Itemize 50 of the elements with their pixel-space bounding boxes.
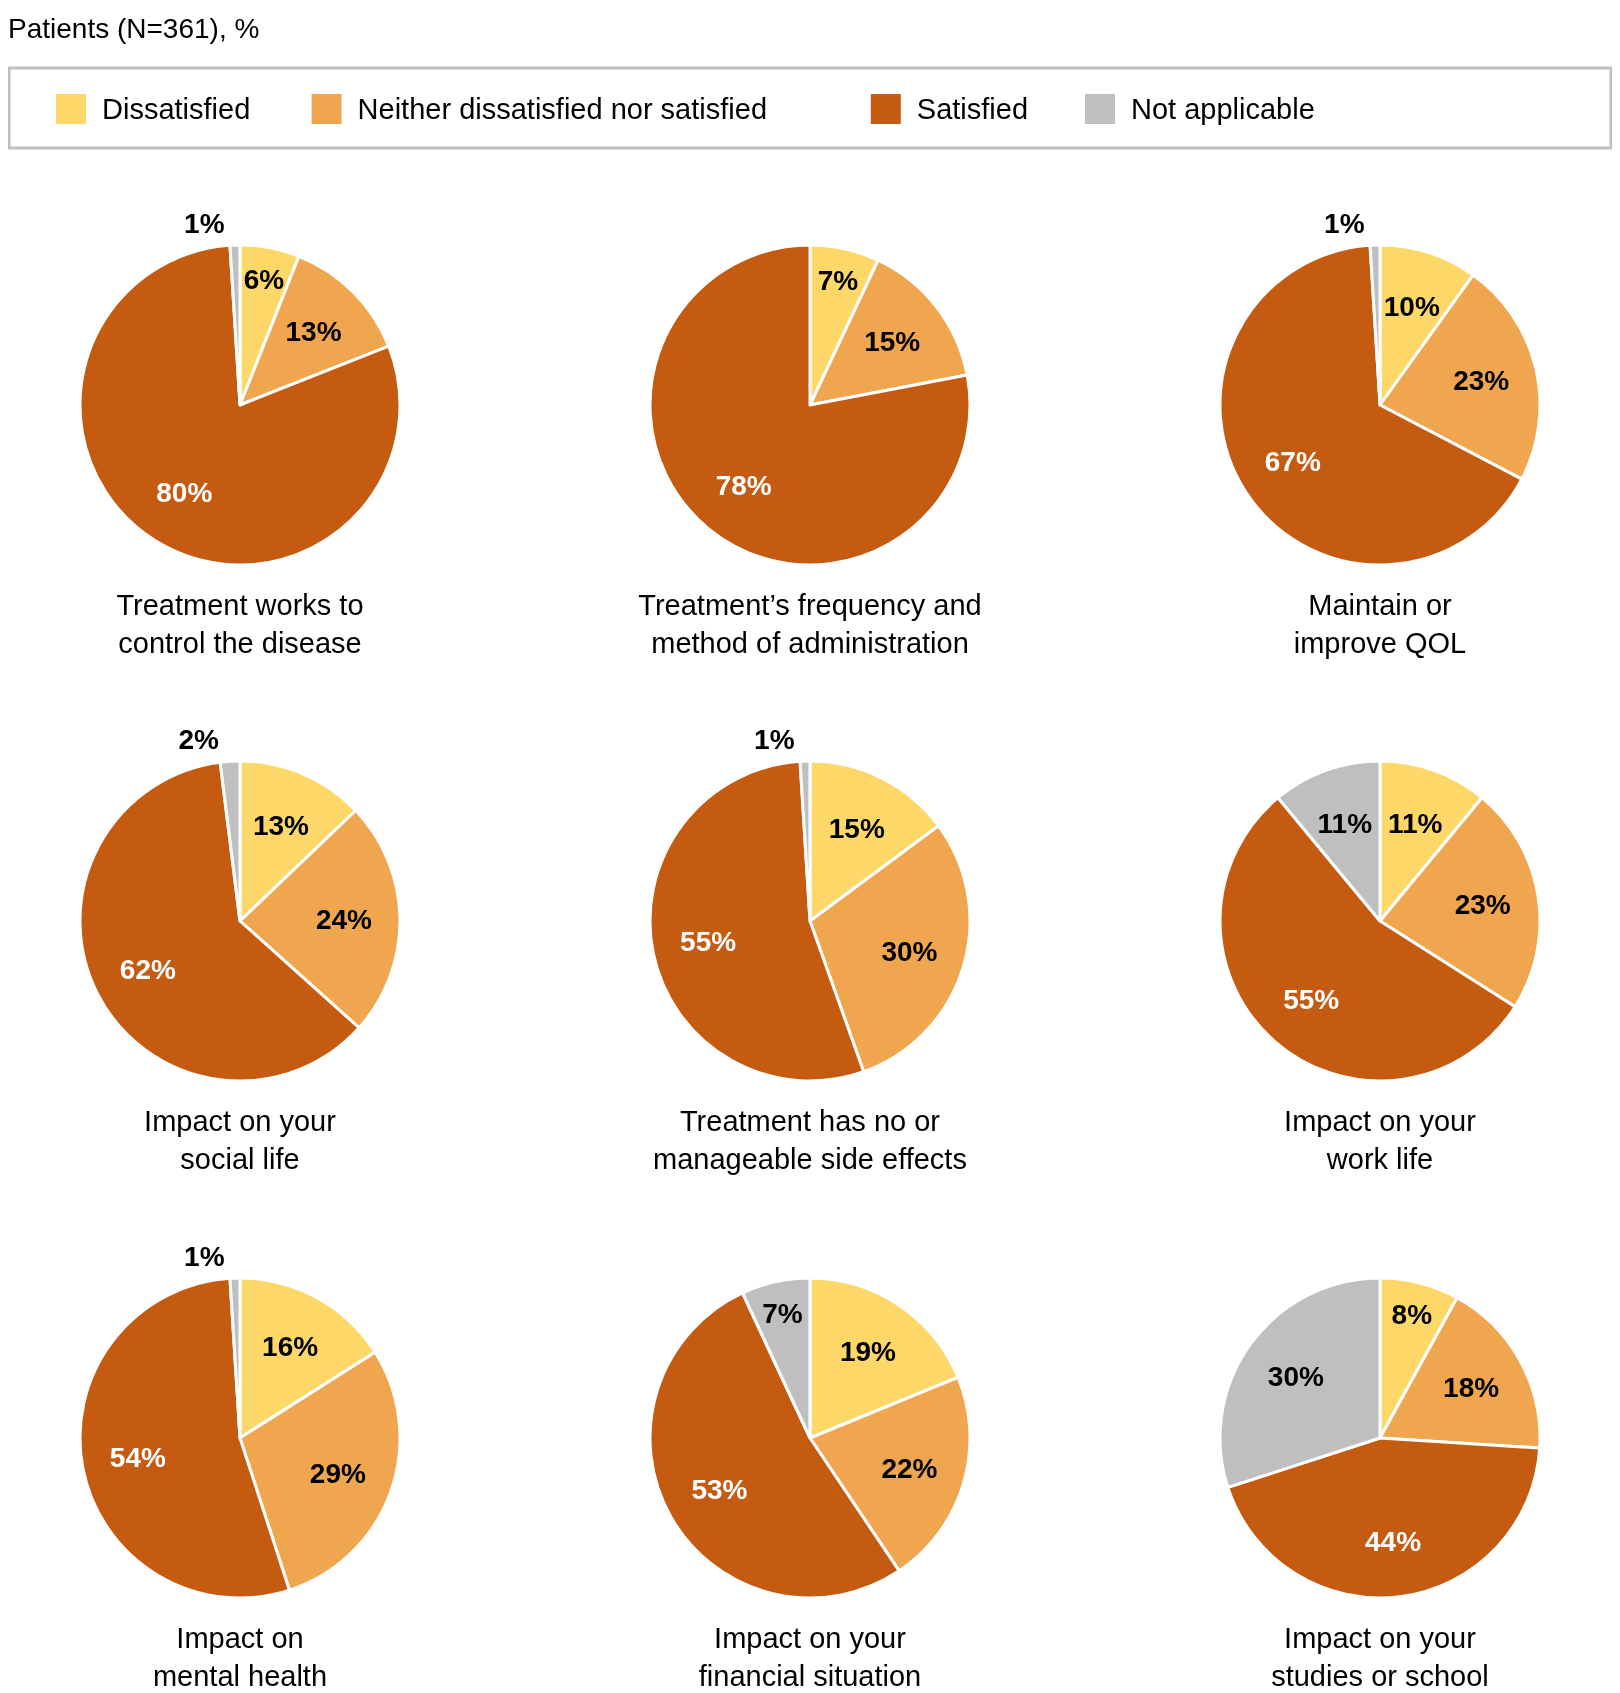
data-label: 44% bbox=[1365, 1525, 1422, 1557]
data-label: 30% bbox=[1267, 1361, 1324, 1393]
legend-label: Satisfied bbox=[916, 93, 1029, 125]
data-label: 18% bbox=[1443, 1372, 1500, 1404]
text: Impact on your work life bbox=[1284, 1105, 1477, 1175]
data-label: 6% bbox=[243, 263, 285, 295]
text: Treatment has no or manageable side effects bbox=[653, 1105, 967, 1175]
data-label: 23% bbox=[1453, 365, 1510, 397]
data-label: 11% bbox=[1387, 807, 1443, 839]
data-label: 1% bbox=[754, 723, 795, 755]
data-label: 22% bbox=[881, 1452, 938, 1484]
data-label: 54% bbox=[109, 1441, 166, 1473]
data-label: 13% bbox=[285, 315, 342, 347]
text: Maintain or improve QOL bbox=[1293, 589, 1467, 659]
text: Impact on your social life bbox=[144, 1105, 337, 1175]
pie-slice bbox=[648, 243, 972, 567]
legend-label: Dissatisfied bbox=[102, 93, 251, 125]
text: Patients (N=361), % bbox=[8, 13, 260, 44]
data-label: 10% bbox=[1383, 290, 1440, 322]
data-label: 7% bbox=[817, 264, 859, 296]
data-label: 62% bbox=[119, 953, 176, 985]
data-label: 30% bbox=[881, 935, 938, 967]
data-label: 80% bbox=[156, 477, 213, 509]
text: Treatment works to control the disease bbox=[116, 589, 364, 659]
data-label: 13% bbox=[252, 809, 310, 841]
data-label: 11% bbox=[1317, 807, 1373, 839]
legend-label: Neither dissatisfied nor satisfied bbox=[357, 93, 768, 125]
data-label: 7% bbox=[762, 1297, 803, 1329]
data-label: 55% bbox=[680, 926, 737, 958]
data-label: 1% bbox=[1324, 207, 1365, 239]
data-label: 78% bbox=[715, 469, 772, 501]
data-label: 23% bbox=[1454, 889, 1511, 921]
data-label: 55% bbox=[1283, 983, 1340, 1015]
data-label: 53% bbox=[691, 1473, 748, 1505]
data-label: 67% bbox=[1264, 446, 1321, 478]
text: Impact on mental health bbox=[152, 1622, 328, 1692]
data-label: 15% bbox=[828, 812, 885, 844]
data-label: 29% bbox=[309, 1457, 366, 1489]
data-label: 19% bbox=[839, 1336, 897, 1368]
data-label: 1% bbox=[184, 207, 225, 239]
text: Impact on your studies or school bbox=[1271, 1622, 1489, 1692]
data-label: 24% bbox=[315, 903, 373, 935]
data-label: 1% bbox=[184, 1240, 225, 1272]
legend-label: Not applicable bbox=[1131, 93, 1315, 125]
data-label: 16% bbox=[262, 1331, 319, 1363]
data-label: 15% bbox=[864, 325, 921, 357]
data-label: 2% bbox=[178, 723, 220, 755]
text: Impact on your financial situation bbox=[698, 1622, 922, 1692]
text: Treatment’s frequency and method of administration bbox=[638, 589, 982, 659]
data-label: 8% bbox=[1391, 1298, 1433, 1330]
